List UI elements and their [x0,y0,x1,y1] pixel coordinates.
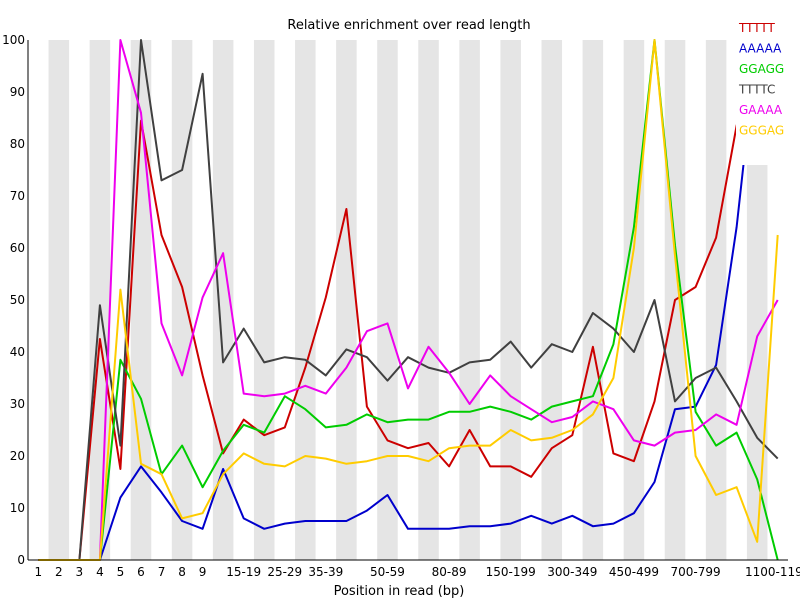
background-band [48,40,70,560]
legend-entry: GGAGG [739,62,784,76]
legend-entry: GGGAG [739,124,784,138]
background-band [212,40,234,560]
y-axis-ticks: 0 10 20 30 40 50 60 70 80 90 100 [2,33,25,567]
background-band [459,40,480,560]
y-tick-label: 80 [10,137,25,151]
background-bands [48,40,768,560]
x-tick-label: 80-89 [432,565,467,579]
y-tick-label: 30 [10,397,25,411]
x-tick-label: 6 [137,565,145,579]
background-band [253,40,275,560]
background-band [541,40,563,560]
y-tick-label: 60 [10,241,25,255]
x-tick-label: 450-499 [609,565,659,579]
background-band [171,40,193,560]
background-band [705,40,727,560]
background-band [336,40,357,560]
legend-entry: TTTTT [738,21,775,35]
series-line-gggag [38,39,779,561]
x-tick-label: 2 [55,565,63,579]
x-axis-ticks: 1 2 3 4 5 6 7 8 9 15-19 25-29 35-39 50-59 80-89 150-19… [34,565,800,579]
series-line-ttttc [38,39,779,561]
x-tick-label: 7 [158,565,166,579]
y-tick-label: 70 [10,189,25,203]
y-tick-label: 0 [17,553,25,567]
x-axis-label: Position in read (bp) [334,584,465,599]
background-band [500,40,521,560]
legend: TTTTT AAAAA GGAGG TTTTC GAAAA GGGAG [736,17,788,165]
x-tick-label: 8 [178,565,186,579]
x-tick-label: 35-39 [308,565,343,579]
background-band [418,40,439,560]
y-tick-label: 100 [2,33,25,47]
y-tick-label: 20 [10,449,25,463]
x-tick-label: 15-19 [226,565,261,579]
x-tick-label: 4 [96,565,104,579]
x-tick-label: 5 [117,565,125,579]
series-line-gaaaa [38,39,779,561]
legend-entry: GAAAA [739,103,783,117]
y-tick-label: 90 [10,85,25,99]
y-tick-label: 40 [10,345,25,359]
y-tick-label: 50 [10,293,25,307]
legend-entry: TTTTC [738,83,775,97]
legend-box [736,17,788,165]
x-tick-label: 300-349 [547,565,597,579]
legend-entry: AAAAA [739,42,782,56]
x-tick-label: 9 [199,565,207,579]
background-band [377,40,398,560]
x-tick-label: 3 [76,565,84,579]
x-tick-label: 50-59 [370,565,405,579]
x-tick-label: 150-199 [486,565,536,579]
y-tick-label: 10 [10,501,25,515]
background-band [623,40,645,560]
series-line-aaaaa [38,39,759,561]
series-line-ttttt [38,47,759,561]
x-tick-label: 25-29 [267,565,302,579]
x-tick-label: 1 [34,565,42,579]
series-lines [38,39,779,561]
background-band [582,40,604,560]
x-tick-label: 700-799 [670,565,720,579]
x-tick-label: 1100-1196 [745,565,800,579]
background-band [295,40,316,560]
chart-title: Relative enrichment over read length [287,18,530,33]
